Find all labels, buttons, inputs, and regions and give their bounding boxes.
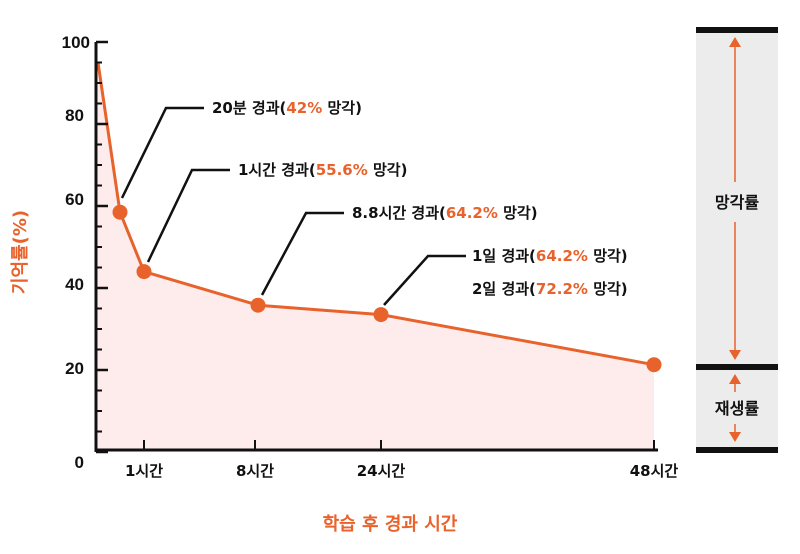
x-tick-label: 8시간 — [236, 462, 274, 480]
annotation-pre: 20분 경과( — [212, 99, 286, 117]
x-tick-labels: 1시간 8시간 24시간 48시간 — [125, 462, 678, 480]
arrow-up-icon — [729, 37, 741, 47]
y-axis-title: 기억률(%) — [10, 210, 31, 294]
annotation-pre: 1시간 경과( — [238, 161, 316, 179]
annotation-leaders — [120, 106, 466, 306]
y-tick-label: 0 — [75, 453, 84, 472]
relearning-rate-label: 재생률 — [715, 399, 759, 418]
arrow-down-icon — [729, 350, 741, 360]
y-tick-marks — [96, 40, 108, 454]
annotation-post: 망각) — [368, 161, 408, 179]
x-tick-marks — [143, 440, 655, 450]
area-fill — [98, 62, 654, 450]
y-tick-labels: 0 20 40 60 80 100 — [62, 33, 90, 472]
annotation-20min: 20분 경과(42% 망각) — [212, 99, 362, 117]
y-tick-label: 20 — [65, 359, 84, 378]
annotation-pre: 8.8시간 경과( — [352, 204, 446, 222]
annotation-pct: 64.2% — [536, 247, 588, 265]
annotation-pct: 72.2% — [536, 280, 588, 298]
arrow-down-icon — [729, 432, 741, 442]
x-tick-label: 48시간 — [630, 462, 679, 480]
annotation-pct: 42% — [286, 99, 322, 117]
leader-line — [146, 168, 230, 263]
y-tick-label: 80 — [65, 106, 84, 125]
data-point — [136, 264, 152, 280]
annotation-post: 망각) — [588, 247, 628, 265]
x-axis-title: 학습 후 경과 시간 — [323, 513, 458, 535]
series-line — [96, 62, 655, 367]
leader-line — [260, 211, 344, 296]
y-tick-label: 60 — [65, 190, 84, 209]
series-markers — [112, 204, 662, 373]
annotation-post: 망각) — [588, 280, 628, 298]
annotation-8-8hours: 8.8시간 경과(64.2% 망각) — [352, 204, 538, 222]
x-tick-label: 24시간 — [357, 462, 406, 480]
annotation-post: 망각) — [322, 99, 362, 117]
data-point — [646, 357, 662, 373]
arrow-up-icon — [729, 374, 741, 384]
annotation-pre: 2일 경과( — [472, 280, 536, 298]
annotation-1hour: 1시간 경과(55.6% 망각) — [238, 161, 407, 179]
side-panel-bg — [696, 30, 778, 450]
data-point — [112, 204, 128, 220]
side-panel: 망각률 재생률 — [696, 27, 778, 453]
annotation-post: 망각) — [498, 204, 538, 222]
y-tick-label: 40 — [65, 275, 84, 294]
annotation-pre: 1일 경과( — [472, 247, 536, 265]
x-tick-label: 1시간 — [125, 462, 163, 480]
forgetting-rate-label: 망각률 — [715, 193, 759, 212]
data-point — [250, 297, 266, 313]
leader-line — [120, 106, 204, 199]
y-tick-label: 100 — [62, 33, 90, 52]
annotation-2days: 2일 경과(72.2% 망각) — [472, 280, 628, 298]
annotation-pct: 55.6% — [316, 161, 368, 179]
data-point — [373, 307, 389, 323]
annotation-pct: 64.2% — [446, 204, 498, 222]
annotation-1day: 1일 경과(64.2% 망각) — [472, 247, 628, 265]
leader-line — [383, 254, 466, 306]
